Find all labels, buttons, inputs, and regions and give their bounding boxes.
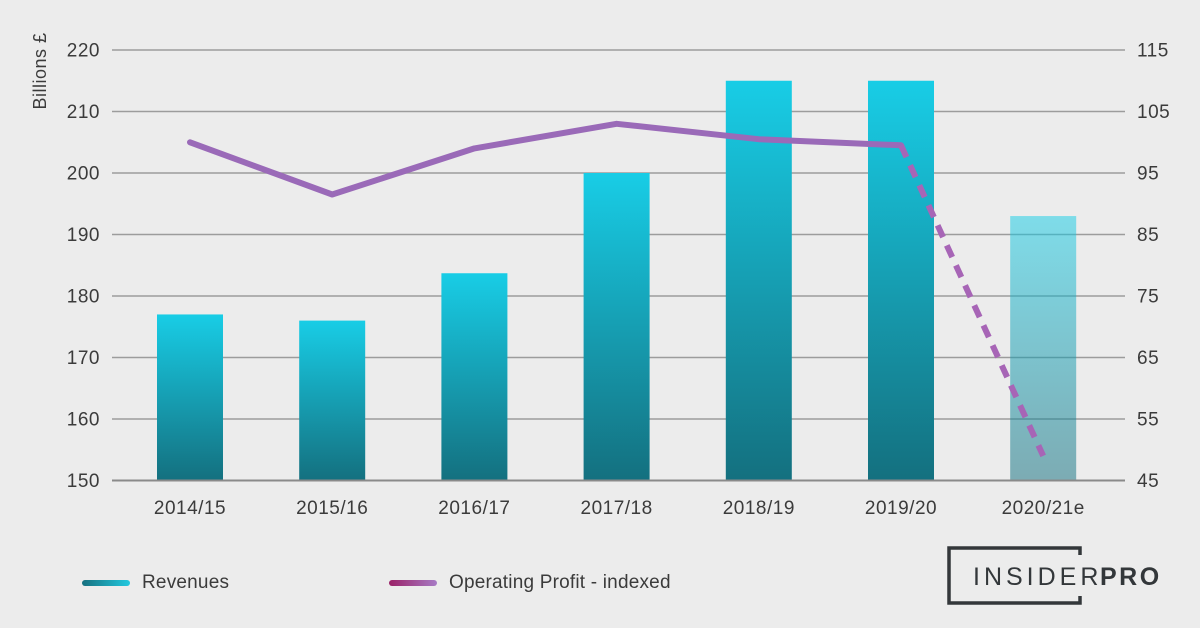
revenue-bar	[868, 80, 934, 481]
left-tick-label: 210	[67, 102, 100, 123]
right-tick-label: 75	[1137, 287, 1159, 308]
x-axis-label: 2019/20	[865, 498, 937, 519]
x-axis-label: 2020/21e	[1002, 498, 1085, 519]
revenue-bar	[299, 320, 366, 481]
revenue-bar-estimate	[1010, 216, 1077, 481]
left-tick-label: 150	[67, 471, 100, 492]
revenues-bar-swatch	[82, 580, 130, 586]
right-tick-label: 45	[1137, 471, 1159, 492]
revenue-profit-chart: 220 210 200 190 180 170 160 150 115 105 95 85 75 65 55…	[30, 32, 1170, 519]
left-axis-title: Billions £	[30, 32, 50, 109]
left-tick-label: 200	[67, 164, 100, 185]
legend-item-revenues: Revenues	[82, 566, 229, 600]
logo-bracket-frame	[947, 546, 1082, 605]
right-axis-ticks: 115 105 95 85 75 65 55 45	[1137, 41, 1170, 493]
logo-text-insider: INSIDER	[973, 563, 1102, 591]
left-axis-ticks: 220 210 200 190 180 170 160 150	[67, 41, 100, 493]
logo-text-pro: PRO	[1100, 563, 1162, 591]
legend-item-operating-profit: Operating Profit - indexed	[389, 566, 671, 600]
right-tick-label: 105	[1137, 102, 1170, 123]
operating-profit-line-swatch	[389, 580, 437, 586]
right-tick-label: 85	[1137, 225, 1159, 246]
revenue-bars	[157, 80, 1077, 481]
revenue-bar	[157, 314, 223, 481]
x-axis-label: 2014/15	[154, 498, 226, 519]
right-tick-label: 115	[1137, 41, 1169, 62]
left-tick-label: 220	[67, 41, 100, 62]
x-axis-label: 2016/17	[438, 498, 510, 519]
right-tick-label: 95	[1137, 164, 1159, 185]
revenue-bar	[725, 80, 792, 481]
left-tick-label: 160	[67, 410, 100, 431]
right-tick-label: 65	[1137, 348, 1159, 369]
x-axis-label: 2015/16	[296, 498, 368, 519]
insider-pro-logo: INSIDER PRO	[947, 546, 1162, 605]
left-tick-label: 180	[67, 287, 100, 308]
legend-label-operating-profit: Operating Profit - indexed	[449, 572, 671, 593]
left-tick-label: 170	[67, 348, 100, 369]
left-tick-label: 190	[67, 225, 100, 246]
x-axis-label: 2017/18	[581, 498, 653, 519]
x-axis-label: 2018/19	[723, 498, 795, 519]
operating-profit-line-solid	[187, 120, 904, 198]
legend: Revenues Operating Profit - indexed	[0, 566, 1200, 606]
x-axis-labels: 2014/15 2015/16 2016/17 2017/18 2018/19 2019/…	[154, 498, 1085, 519]
legend-label-revenues: Revenues	[142, 572, 230, 593]
right-tick-label: 55	[1137, 410, 1159, 431]
revenue-bar	[441, 273, 508, 481]
revenue-bar	[583, 173, 650, 481]
operating-profit-line-dashed-forecast	[898, 144, 1046, 458]
